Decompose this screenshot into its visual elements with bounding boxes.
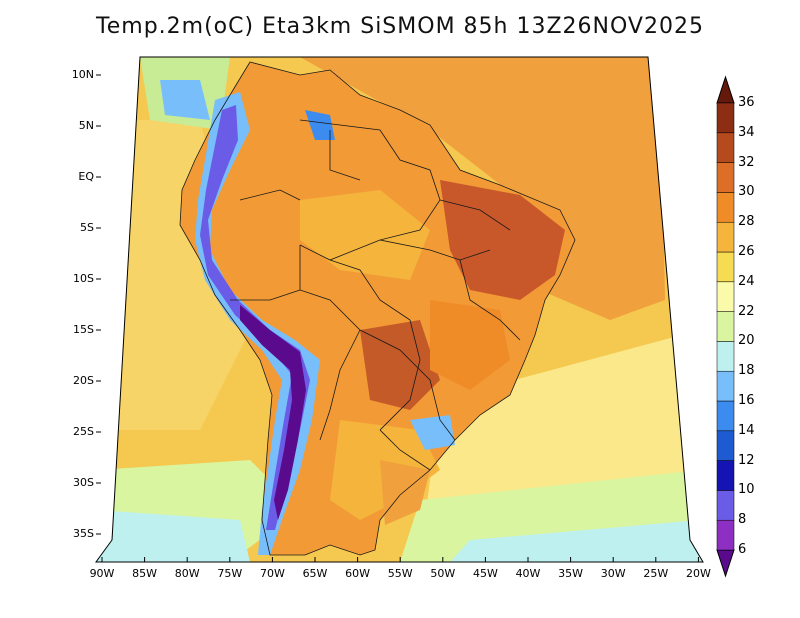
colorbar-level-label: 32 [738, 154, 755, 170]
colorbar-segment [716, 162, 735, 193]
colorbar-level-label: 30 [738, 184, 755, 200]
colorbar-level-label: 26 [738, 244, 755, 259]
lon-ticks [101, 557, 699, 562]
colorbar-segment [716, 460, 735, 491]
lat-label: 5S [80, 221, 94, 234]
lat-label: 35S [73, 527, 94, 540]
lat-label: 10N [71, 68, 94, 81]
colorbar-level-label: 18 [738, 363, 755, 379]
colorbar-segment [716, 221, 735, 253]
colorbar-min-triangle [716, 549, 735, 578]
colorbar-level-label: 28 [738, 214, 755, 230]
lon-label: 30W [600, 567, 626, 580]
colorbar-segment [716, 281, 735, 312]
lon-label: 60W [345, 567, 371, 580]
lon-label: 65W [302, 567, 328, 580]
lat-label: 15S [73, 323, 94, 336]
colorbar-segment [716, 400, 735, 432]
map-title: Temp.2m(oC) Eta3km SiSMOM 85h 13Z26NOV20… [96, 14, 704, 39]
colorbar-level-label: 6 [738, 542, 747, 557]
colorbar-level-label: 24 [738, 273, 755, 289]
lon-label: 20W [685, 567, 711, 580]
lon-label: 80W [174, 567, 200, 580]
lon-label: 35W [558, 567, 584, 580]
lon-label: 90W [89, 567, 115, 580]
lon-label: 40W [515, 567, 541, 580]
colorbar-segment [716, 341, 735, 372]
lon-label: 55W [387, 567, 413, 580]
colorbar-segment [716, 132, 735, 163]
lat-label: 10S [73, 272, 94, 285]
colorbar-segment [716, 430, 735, 461]
colorbar-segment [716, 251, 735, 283]
lon-label: 75W [217, 567, 243, 580]
colorbar-level-label: 14 [738, 422, 755, 438]
lat-label: 30S [73, 476, 94, 489]
colorbar-segment [716, 192, 735, 223]
lon-label: 70W [259, 567, 285, 580]
colorbar-segment [716, 519, 735, 551]
colorbar-segment [716, 370, 735, 402]
continent-south-america [180, 62, 575, 555]
colorbar-level-label: 36 [738, 95, 755, 110]
colorbar-level-label: 20 [738, 333, 755, 349]
lat-ticks [96, 74, 101, 535]
map-frame [95, 56, 704, 563]
lon-label: 85W [132, 567, 158, 580]
lon-label: 25W [643, 567, 669, 580]
colorbar [716, 75, 735, 578]
lat-label: 5N [78, 119, 94, 132]
country-borders [179, 61, 576, 556]
colorbar-segment [716, 490, 735, 521]
lon-label: 50W [430, 567, 456, 580]
colorbar-level-label: 34 [738, 124, 755, 140]
colorbar-level-label: 10 [738, 482, 755, 498]
colorbar-max-triangle [716, 75, 735, 104]
colorbar-level-label: 8 [738, 512, 747, 528]
lat-label: 20S [73, 374, 94, 387]
colorbar-level-label: 22 [738, 303, 755, 319]
lon-label: 45W [472, 567, 498, 580]
colorbar-segment [716, 102, 735, 134]
colorbar-level-label: 12 [738, 452, 755, 468]
lat-label: 25S [73, 425, 94, 438]
lat-label: EQ [78, 170, 94, 183]
colorbar-level-label: 16 [738, 393, 755, 408]
colorbar-segment [716, 311, 735, 342]
